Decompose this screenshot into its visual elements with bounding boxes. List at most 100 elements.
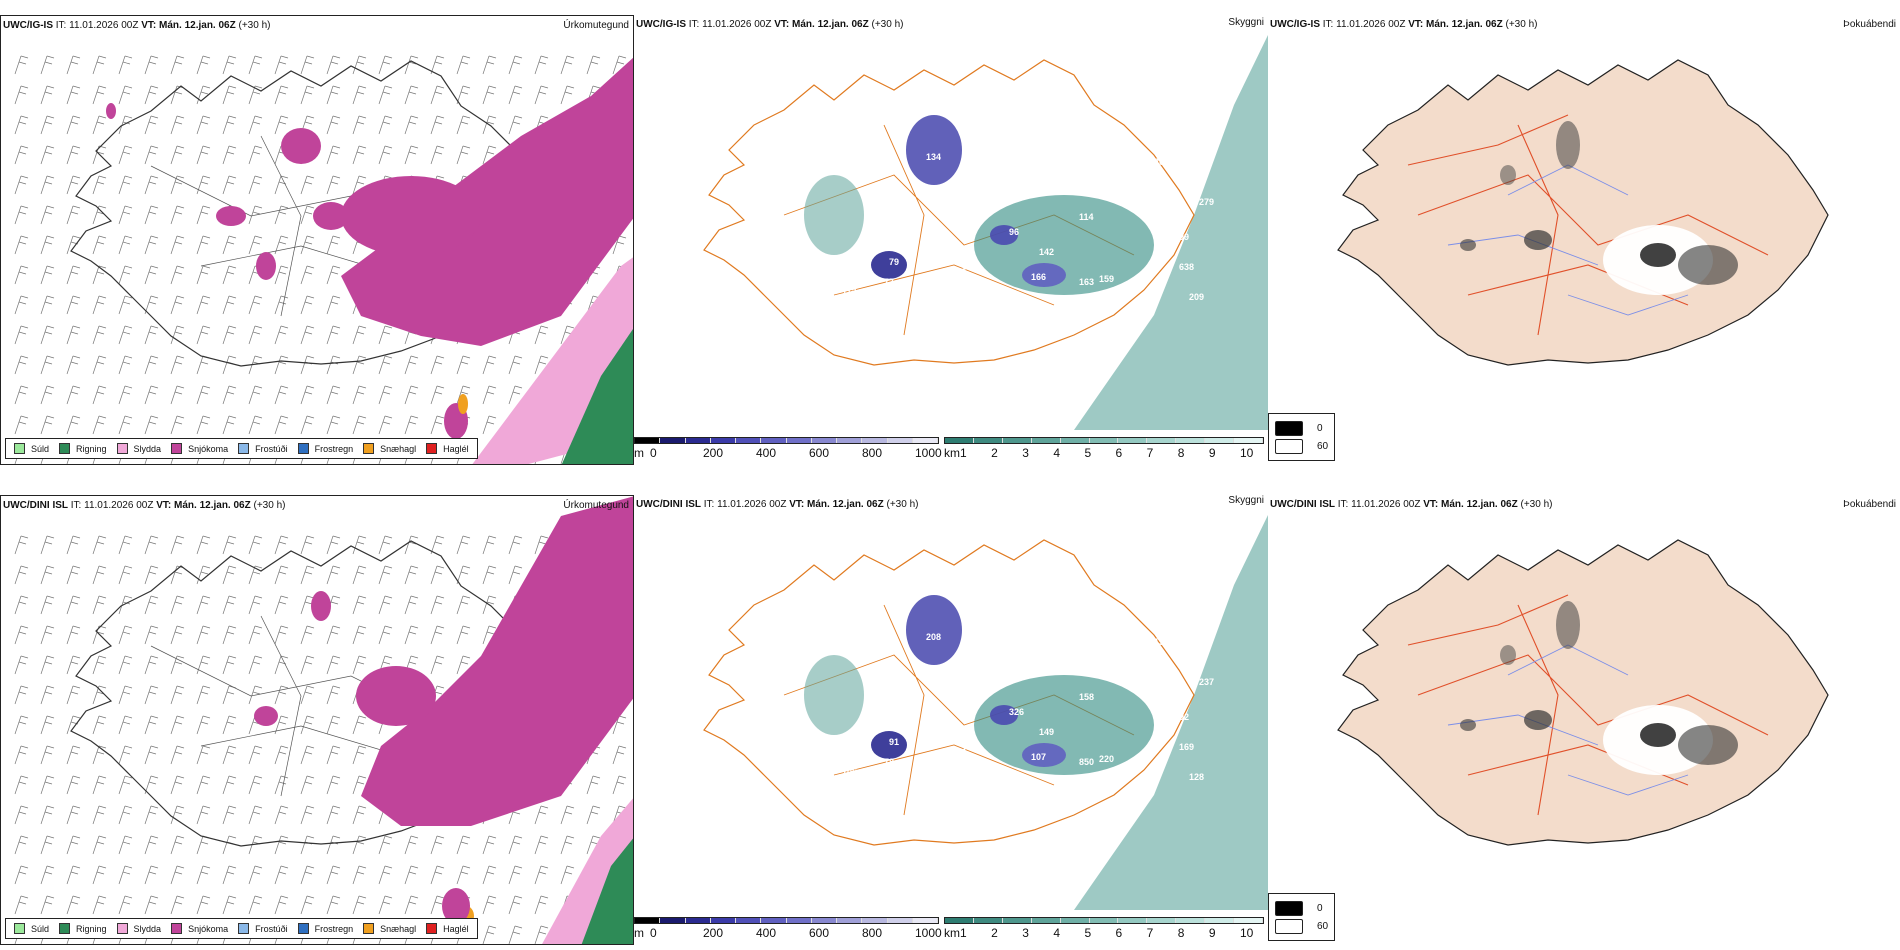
legend-swatch: [238, 443, 250, 454]
panel-header: UWC/DINI ISL IT: 11.01.2026 00Z VT: Mán.…: [1270, 499, 1553, 510]
precip-type-panel-row1: UWC/IG-IS IT: 11.01.2026 00Z VT: Mán. 12…: [0, 15, 634, 465]
legend-label: Slydda: [133, 923, 162, 934]
height-label: 169: [1179, 742, 1194, 752]
height-label: 149: [1039, 727, 1054, 737]
colorbar-tick: 1: [960, 446, 967, 460]
legend-label: Slydda: [133, 443, 162, 454]
height-label: 105: [842, 767, 857, 777]
colorbar-segment: [635, 438, 661, 443]
colorbar-tick: 0: [650, 446, 657, 460]
colorbar-strip: [944, 917, 1264, 924]
colorbar-tick: 10: [1240, 926, 1254, 940]
colorbar-tick: 400: [756, 926, 777, 940]
panel-header: UWC/IG-IS IT: 11.01.2026 00Z VT: Mán. 12…: [1270, 19, 1538, 30]
height-label: 279: [1199, 197, 1214, 207]
cloud-panel-row2: UWC/DINI ISL IT: 11.01.2026 00Z VT: Mán.…: [634, 495, 1268, 945]
colorbar-ticks: km 1 2 3 4 5 6 7 8 9 10: [944, 444, 1264, 460]
fog-panel-row1: UWC/IG-IS IT: 11.01.2026 00Z VT: Mán. 12…: [1268, 15, 1900, 465]
colorbar-tick: 10: [1240, 446, 1254, 460]
height-label: 163: [1079, 277, 1094, 287]
legend-label: Rigning: [76, 443, 107, 454]
colorbar-tick: 4: [1053, 446, 1061, 460]
height-label: 227: [1179, 652, 1194, 662]
fog-legend-swatch: [1275, 420, 1303, 436]
colorbar-segment: [912, 438, 938, 443]
legend-item: Frostúði: [238, 443, 288, 454]
height-label: 20: [1154, 157, 1164, 167]
height-label: 192: [1174, 712, 1189, 722]
height-label: 158: [1079, 692, 1094, 702]
legend-swatch: [59, 923, 71, 934]
colorbar-tick: 1: [960, 926, 967, 940]
fog-panel-row2: UWC/DINI ISL IT: 11.01.2026 00Z VT: Mán.…: [1268, 495, 1900, 945]
height-label: 300: [1169, 212, 1184, 222]
colorbar-ticks: km 1 2 3 4 5 6 7 8 9 10: [944, 924, 1264, 940]
colorbar-segment: [1118, 918, 1148, 923]
colorbar-segment: [1031, 438, 1061, 443]
colorbar-segment: [973, 918, 1003, 923]
colorbar-strip: [944, 437, 1264, 444]
colorbar-tick: 5: [1084, 446, 1092, 460]
colorbar-segment: [912, 918, 938, 923]
fog-legend-row: 60: [1275, 917, 1328, 935]
height-label: 78: [884, 757, 894, 767]
legend-label: Frostúði: [255, 443, 288, 454]
fog-legend-row: 60: [1275, 437, 1328, 455]
colorbar-segment: [1205, 918, 1235, 923]
legend-label: Súld: [31, 923, 50, 934]
legend-label: Snjókoma: [188, 443, 229, 454]
precip-type-map: [14, 496, 633, 944]
legend-item: Haglél: [426, 923, 469, 934]
legend-swatch: [238, 923, 250, 934]
fog-legend-label: 60: [1317, 440, 1329, 452]
legend-swatch: [116, 923, 128, 934]
colorbar-unit: m: [634, 926, 644, 940]
legend-item: Frostregn: [297, 443, 353, 454]
colorbar-tick: 9: [1208, 926, 1216, 940]
colorbar-segment: [685, 438, 711, 443]
height-label: 166: [1031, 272, 1046, 282]
legend-item: Rigning: [59, 443, 107, 454]
legend-item: Frostúði: [238, 923, 288, 934]
legend-item: Súld: [14, 443, 49, 454]
height-label: 96: [1009, 227, 1019, 237]
height-label: 142: [1039, 247, 1054, 257]
colorbar-tick: 8: [1177, 926, 1185, 940]
legend-swatch: [426, 443, 438, 454]
colorbar-tick: 2: [991, 446, 998, 460]
colorbar-unit: km: [944, 926, 960, 940]
height-label: 79: [889, 257, 899, 267]
legend-swatch: [116, 443, 128, 454]
panel-title: Skyggni: [1228, 495, 1264, 506]
colorbar-tick: 400: [756, 446, 777, 460]
legend-item: Snæhagl: [363, 443, 416, 454]
colorbar-segment: [1234, 918, 1263, 923]
colorbar-tick: 3: [1022, 446, 1029, 460]
colorbar-segment: [1147, 438, 1177, 443]
colorbar-segment: [945, 918, 974, 923]
colorbar-segment: [660, 918, 686, 923]
colorbar-segment: [761, 918, 787, 923]
height-label: 220: [964, 662, 979, 672]
colorbar-tick: 8: [1177, 446, 1185, 460]
height-label: 240: [949, 687, 964, 697]
legend-swatch: [14, 443, 25, 454]
legend-item: Frostregn: [297, 923, 354, 934]
legend-item: Slydda: [116, 923, 162, 934]
colorbar-segment: [660, 438, 686, 443]
height-label: 267: [1179, 172, 1194, 182]
colorbar-segment: [1176, 918, 1206, 923]
colorbar-segment: [1002, 918, 1032, 923]
height-label: 199: [1174, 232, 1189, 242]
height-label: 237: [1199, 677, 1214, 687]
height-label: 128: [1189, 772, 1204, 782]
colorbar-tick: 2: [991, 926, 998, 940]
colorbar-segment: [710, 438, 736, 443]
colorbar-segment: [786, 438, 812, 443]
height-label: 124: [966, 277, 981, 287]
legend-label: Snæhagl: [380, 923, 417, 934]
legend-label: Frostregn: [314, 923, 354, 934]
panel-header: UWC/IG-IS IT: 11.01.2026 00Z VT: Mán. 12…: [3, 20, 271, 31]
